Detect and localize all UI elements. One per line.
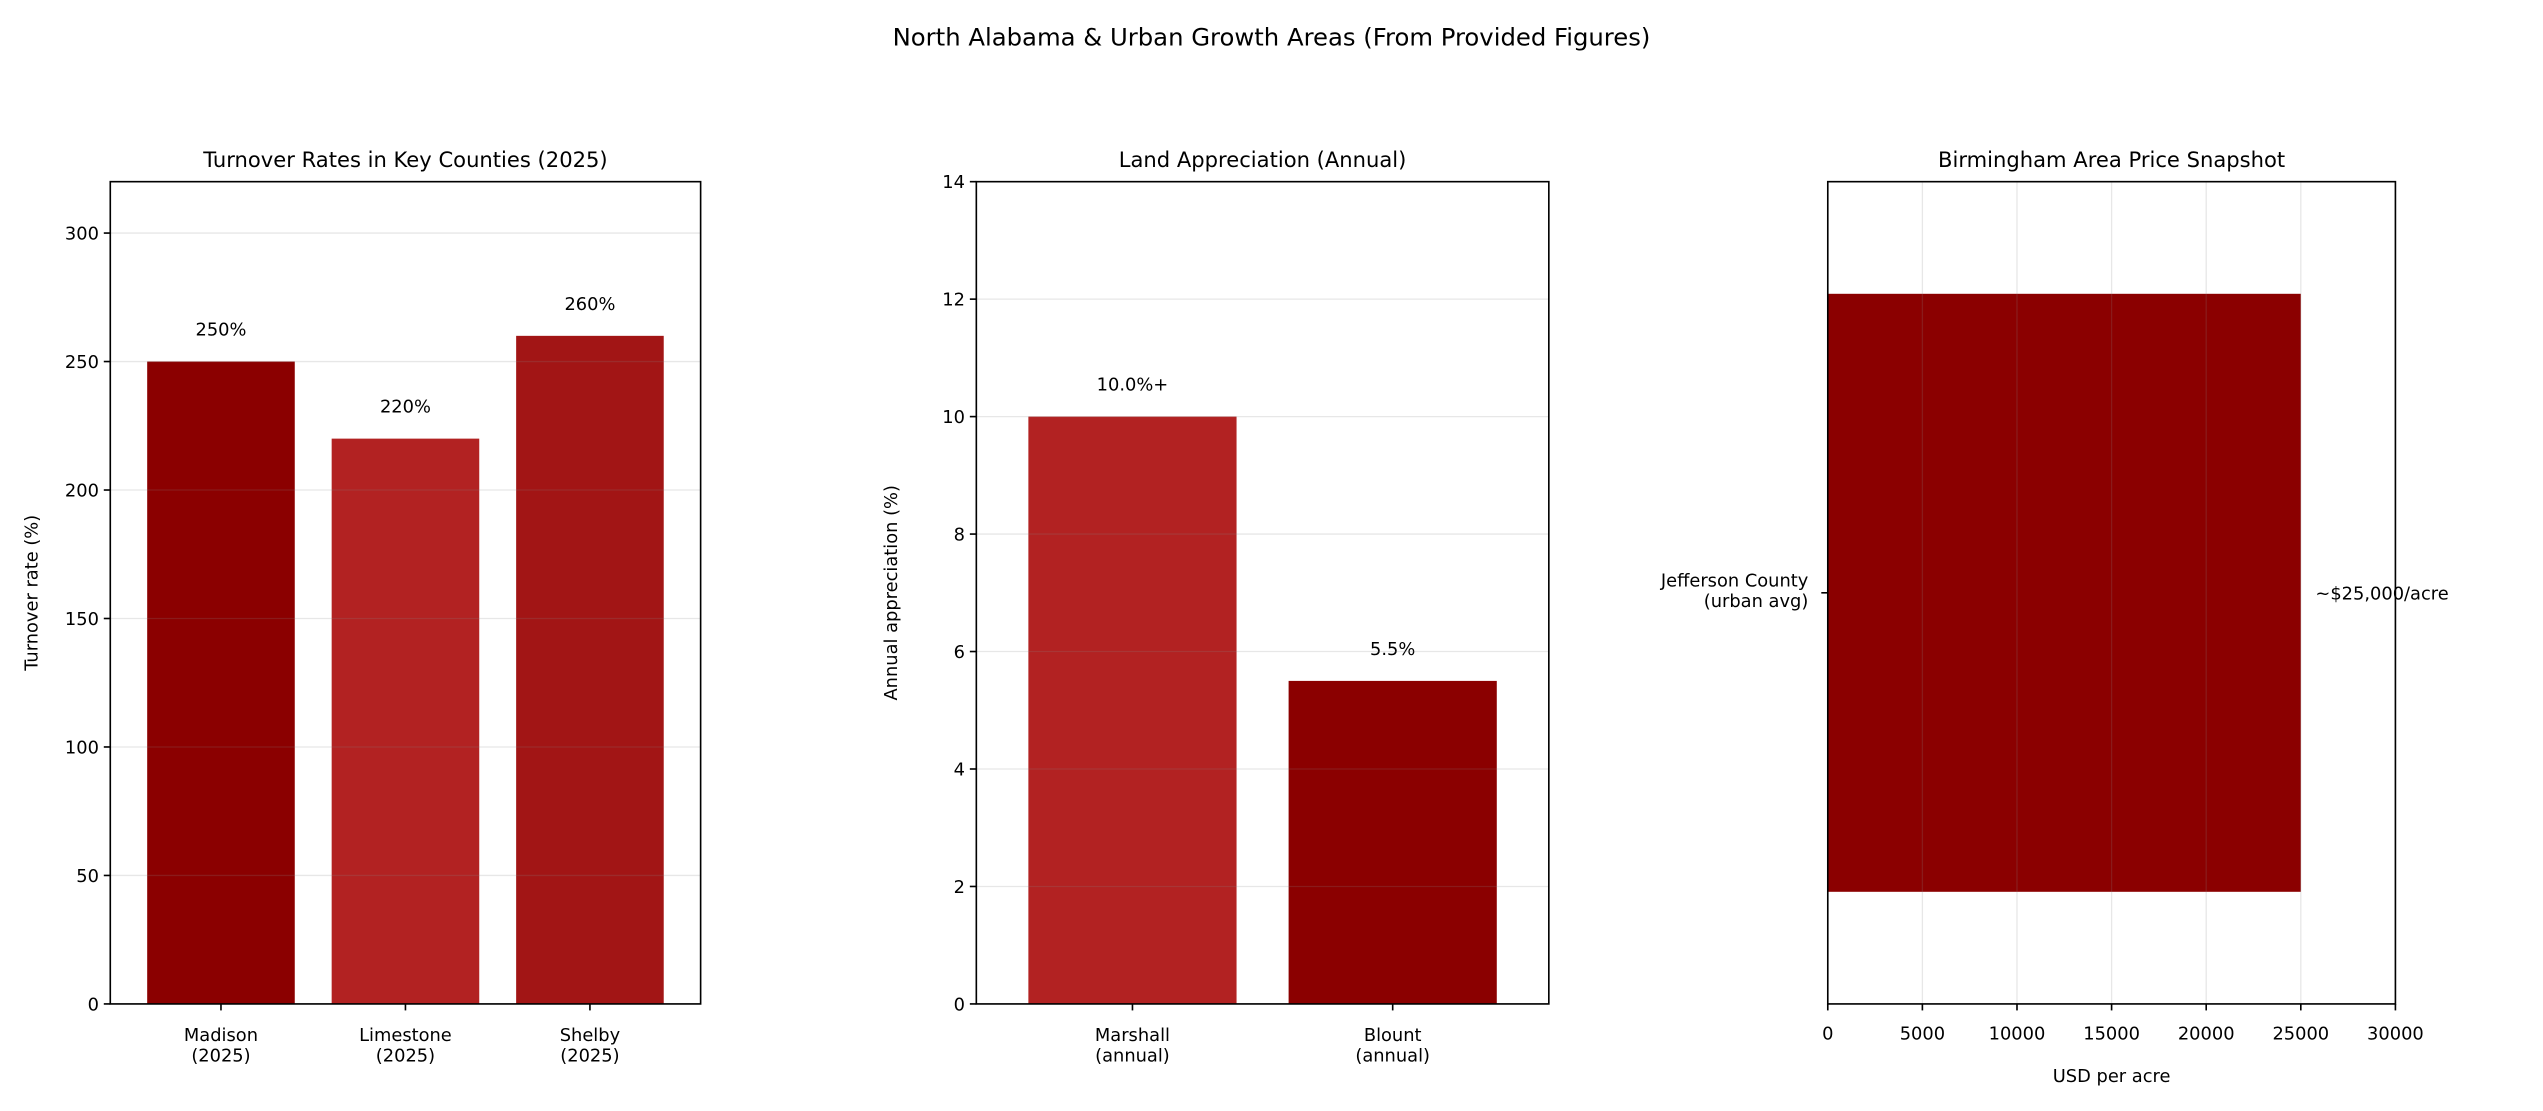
y-tick-label: 12 [942,290,965,311]
x-tick-label: 5000 [1900,1024,1945,1045]
data-label: 10.0%+ [1097,375,1169,396]
x-tick-label: Marshall (annual) [1095,1025,1170,1067]
bar [331,438,480,1004]
y-tick-label: 14 [942,172,965,193]
axes-frame [975,180,1550,1005]
y-axis-label: Turnover rate (%) [21,515,42,672]
y-tick-label: 0 [88,994,99,1015]
data-label: 250% [195,320,246,341]
figure-title: North Alabama & Urban Growth Areas (From… [893,22,1651,51]
chart-title: Land Appreciation (Annual) [1119,147,1407,172]
chart-title: Turnover Rates in Key Counties (2025) [202,147,607,172]
y-tick-label: 6 [954,642,965,663]
bar [516,335,664,1004]
y-tick-label: Jefferson County (urban avg) [1660,570,1809,612]
y-tick-label: 200 [65,481,99,502]
data-label: 260% [564,294,615,315]
bar [1288,680,1497,1004]
y-tick-label: 10 [942,407,965,428]
data-label: ~$25,000/acre [2315,583,2448,604]
x-tick-label: 10000 [1989,1024,2046,1045]
x-tick-label: 20000 [2178,1024,2235,1045]
y-axis-label: Annual appreciation (%) [881,485,902,700]
bar [147,361,295,1004]
x-tick-label: 25000 [2272,1024,2329,1045]
y-tick-label: 300 [65,224,99,245]
x-tick-label: Blount (annual) [1355,1025,1430,1067]
data-label: 5.5% [1370,639,1415,660]
axes-frame [1826,180,2397,1005]
y-tick-label: 8 [954,525,965,546]
x-axis-label: USD per acre [2053,1066,2171,1087]
x-tick-label: 30000 [2367,1024,2424,1045]
bar [1028,416,1237,1004]
y-tick-label: 250 [65,352,99,373]
y-tick-label: 4 [954,759,965,780]
x-tick-label: Shelby (2025) [560,1025,621,1067]
x-tick-label: Limestone (2025) [359,1025,452,1067]
y-tick-label: 2 [954,877,965,898]
bar [1827,293,2301,892]
y-tick-label: 150 [65,609,99,630]
data-label: 220% [380,397,431,418]
chart-title: Birmingham Area Price Snapshot [1938,147,2285,172]
y-tick-label: 0 [954,994,965,1015]
y-tick-label: 50 [76,866,99,887]
y-tick-label: 100 [65,737,99,758]
axes-frame [109,180,702,1005]
x-tick-label: 15000 [2083,1024,2140,1045]
x-tick-label: 0 [1822,1024,1833,1045]
x-tick-label: Madison (2025) [184,1025,258,1067]
